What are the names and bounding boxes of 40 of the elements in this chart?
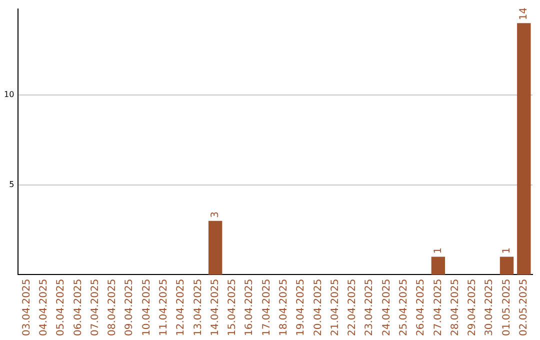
- x-tick-label: 26.04.2025: [416, 278, 427, 336]
- x-tick-label: 17.04.2025: [261, 278, 272, 336]
- x-tick-label: 12.04.2025: [176, 278, 187, 336]
- x-tick-label: 23.04.2025: [364, 278, 376, 336]
- x-tick-label: 25.04.2025: [398, 278, 410, 336]
- data-label: 3: [210, 211, 221, 218]
- x-tick-label: 24.04.2025: [381, 278, 392, 336]
- bar: [517, 23, 531, 275]
- data-label: 14: [518, 7, 530, 20]
- x-tick-label: 27.04.2025: [432, 278, 444, 336]
- x-tick-label: 21.04.2025: [330, 278, 341, 336]
- bar: [208, 220, 222, 275]
- x-tick-label: 06.04.2025: [72, 278, 84, 336]
- x-tick-label: 29.04.2025: [467, 278, 478, 336]
- x-tick-label: 16.04.2025: [244, 278, 256, 336]
- x-tick-label: 22.04.2025: [347, 278, 358, 336]
- y-tick-label: 5: [9, 180, 14, 189]
- x-tick-label: 14.04.2025: [210, 278, 221, 336]
- x-tick-label: 03.04.2025: [21, 278, 32, 336]
- bar: [431, 256, 446, 275]
- x-tick-label: 04.04.2025: [38, 278, 50, 336]
- x-tick-label: 20.04.2025: [312, 278, 324, 336]
- x-tick-label: 08.04.2025: [107, 278, 118, 336]
- x-tick-label: 11.04.2025: [158, 278, 170, 336]
- x-tick-label: 19.04.2025: [296, 278, 307, 336]
- bar: [500, 256, 514, 275]
- data-label: 1: [501, 247, 512, 254]
- x-tick-label: 01.05.2025: [501, 278, 512, 336]
- y-tick-label: 10: [4, 90, 14, 100]
- x-tick-label: 05.04.2025: [56, 278, 67, 336]
- x-tick-label: 13.04.2025: [192, 278, 204, 336]
- x-tick-label: 28.04.2025: [450, 278, 461, 336]
- x-tick-label: 10.04.2025: [141, 278, 152, 336]
- x-tick-label: 30.04.2025: [484, 278, 496, 336]
- x-tick-label: 07.04.2025: [90, 278, 101, 336]
- x-tick-label: 09.04.2025: [124, 278, 136, 336]
- x-tick-label: 02.05.2025: [518, 278, 530, 336]
- data-label: 1: [432, 247, 444, 254]
- x-tick-label: 18.04.2025: [278, 278, 290, 336]
- x-tick-label: 15.04.2025: [227, 278, 238, 336]
